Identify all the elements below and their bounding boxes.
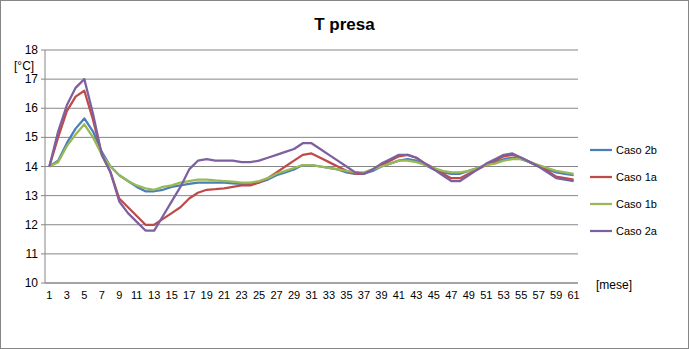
y-tick-label: 13 [25,189,39,203]
legend-label: Caso 2a [616,225,658,237]
x-tick-label: 51 [480,289,492,301]
x-tick-label: 33 [323,289,335,301]
y-tick-label: 10 [25,276,39,290]
y-label: [°C] [14,59,34,73]
x-tick-label: 49 [463,289,475,301]
y-tick [41,224,45,225]
grid-line [45,137,578,138]
y-tick-label: 17 [25,72,39,86]
legend-label: Caso 1b [616,198,657,210]
y-tick [41,195,45,196]
x-tick-label: 41 [393,289,405,301]
grid-line [45,224,578,225]
grid-line [45,50,578,51]
series-line [49,79,573,230]
grid-line [45,283,578,284]
y-tick [41,137,45,138]
x-tick-label: 7 [99,289,105,301]
y-tick-label: 12 [25,218,39,232]
x-tick-label: 37 [358,289,370,301]
x-tick-label: 19 [201,289,213,301]
x-tick-label: 31 [305,289,317,301]
x-tick-label: 21 [218,289,230,301]
x-tick-label: 15 [166,289,178,301]
x-tick-label: 59 [550,289,562,301]
x-tick-label: 43 [410,289,422,301]
x-tick-label: 5 [81,289,87,301]
grid-line [45,253,578,254]
x-tick-label: 17 [183,289,195,301]
x-label: [mese] [596,278,632,292]
y-tick-label: 15 [25,130,39,144]
plot-area [49,79,573,230]
y-axis [45,50,46,283]
x-tick-label: 25 [253,289,265,301]
y-tick [41,283,45,284]
x-tick-label: 47 [445,289,457,301]
x-tick-label: 23 [235,289,247,301]
grid-line [45,195,578,196]
y-tick-label: 18 [25,43,39,57]
legend-swatch [590,149,612,151]
legend-swatch [590,230,612,232]
x-axis [45,283,578,284]
y-tick [41,108,45,109]
series-line [49,118,573,191]
x-tick-label: 35 [340,289,352,301]
x-tick-label: 57 [533,289,545,301]
x-tick-label: 13 [148,289,160,301]
legend-label: Caso 1a [616,171,658,183]
x-tick-label: 29 [288,289,300,301]
x-tick-label: 1 [46,289,52,301]
grid-line [45,108,578,109]
y-tick-label: 14 [25,160,39,174]
x-tick-label: 27 [270,289,282,301]
chart-border [1,1,689,349]
y-tick-label: 11 [26,247,39,261]
chart: T presa101112131415161718135791113151719… [0,0,689,349]
x-tick-label: 11 [131,289,142,301]
y-tick [41,166,45,167]
grid-line [45,79,578,80]
title: T presa [314,15,375,34]
x-tick-label: 55 [515,289,527,301]
y-tick-label: 16 [25,101,39,115]
legend-label: Caso 2b [616,144,657,156]
series-line [49,124,573,190]
x-tick-label: 39 [375,289,387,301]
y-tick [41,253,45,254]
x-tick-label: 9 [116,289,122,301]
legend-swatch [590,203,612,205]
series-line [49,91,573,225]
x-tick-label: 53 [498,289,510,301]
y-tick [41,79,45,80]
x-tick-label: 45 [428,289,440,301]
x-tick-label: 61 [568,289,580,301]
legend-swatch [590,176,612,178]
x-tick-label: 3 [64,289,70,301]
y-tick [41,50,45,51]
